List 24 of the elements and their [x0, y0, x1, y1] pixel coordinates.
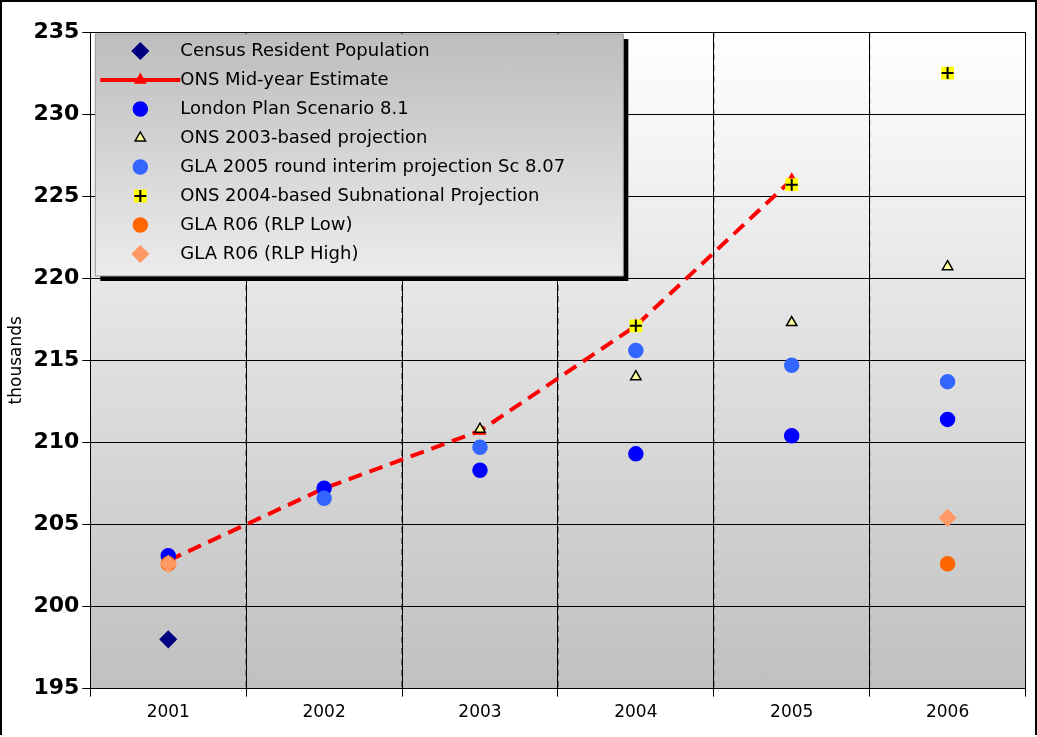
y-tick-label: 210: [33, 428, 80, 454]
y-tick-label: 235: [33, 17, 80, 43]
y-axis-title: thousands: [4, 316, 25, 405]
legend-label: ONS Mid-year Estimate: [180, 67, 389, 89]
x-tick-label: 2004: [614, 701, 658, 722]
legend-label: ONS 2004-based Subnational Projection: [180, 183, 540, 205]
legend-label: GLA 2005 round interim projection Sc 8.07: [180, 154, 566, 176]
x-tick-label: 2001: [146, 701, 190, 722]
y-tick-label: 205: [33, 510, 80, 536]
legend-label: ONS 2003-based projection: [180, 125, 428, 147]
y-tick-label: 215: [33, 346, 80, 372]
y-tick-label: 200: [33, 592, 80, 618]
x-tick-label: 2005: [770, 701, 814, 722]
legend-label: GLA R06 (RLP High): [180, 241, 359, 263]
legend-label: GLA R06 (RLP Low): [180, 212, 353, 234]
x-tick-label: 2003: [458, 701, 502, 722]
y-tick-label: 225: [33, 181, 80, 207]
legend-label: London Plan Scenario 8.1: [180, 96, 409, 118]
legend-label: Census Resident Population: [180, 38, 430, 60]
y-tick-label: 230: [33, 99, 80, 125]
x-tick-label: 2002: [302, 701, 346, 722]
y-tick-label: 220: [33, 263, 80, 289]
y-tick-label: 195: [33, 674, 80, 700]
x-tick-label: 2006: [925, 701, 970, 722]
